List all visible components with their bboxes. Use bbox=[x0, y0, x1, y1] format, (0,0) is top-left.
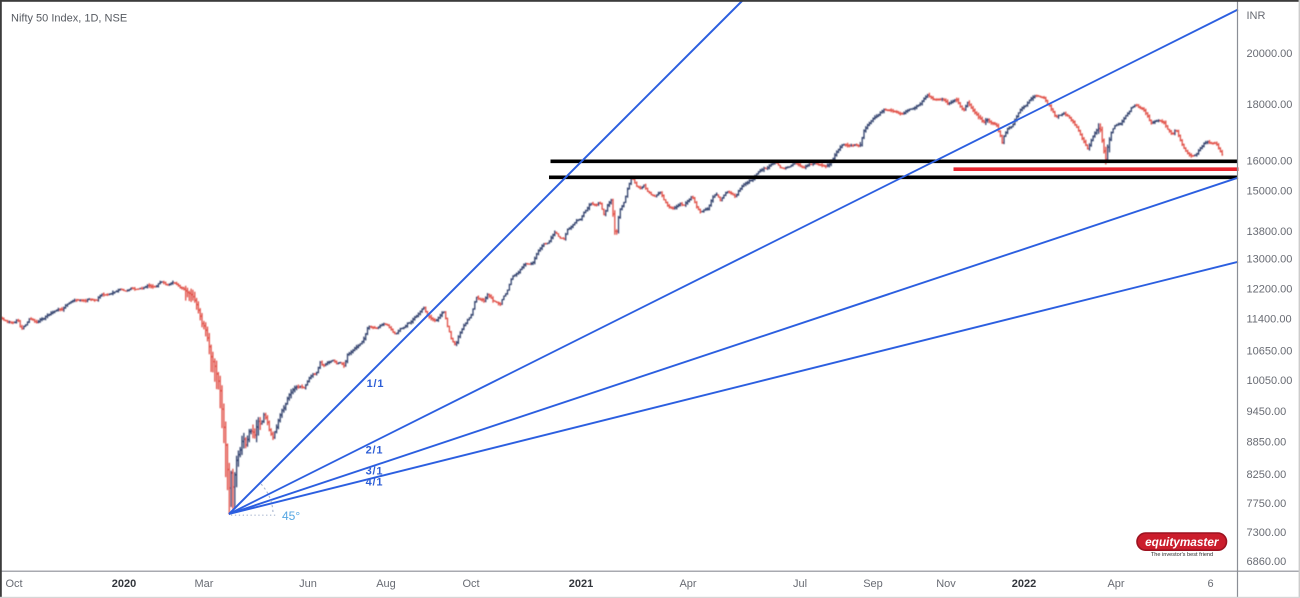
svg-text:equitymaster: equitymaster bbox=[1145, 535, 1220, 549]
svg-text:7750.00: 7750.00 bbox=[1247, 498, 1287, 510]
svg-text:Oct: Oct bbox=[462, 578, 479, 590]
svg-text:2022: 2022 bbox=[1012, 578, 1036, 590]
svg-text:2021: 2021 bbox=[569, 578, 593, 590]
svg-text:13000.00: 13000.00 bbox=[1247, 253, 1293, 265]
svg-text:16000.00: 16000.00 bbox=[1247, 155, 1293, 167]
svg-text:6860.00: 6860.00 bbox=[1247, 556, 1287, 568]
svg-text:45°: 45° bbox=[282, 509, 300, 523]
svg-text:4/1: 4/1 bbox=[366, 477, 384, 489]
svg-text:2/1: 2/1 bbox=[366, 445, 384, 457]
svg-text:Nov: Nov bbox=[936, 578, 956, 590]
svg-text:The investor's best friend: The investor's best friend bbox=[1151, 552, 1213, 558]
svg-text:1/1: 1/1 bbox=[367, 378, 385, 390]
svg-text:20000.00: 20000.00 bbox=[1247, 48, 1293, 60]
svg-text:Jun: Jun bbox=[299, 578, 317, 590]
svg-text:Apr: Apr bbox=[679, 578, 696, 590]
svg-text:3/1: 3/1 bbox=[366, 466, 384, 478]
svg-text:10650.00: 10650.00 bbox=[1247, 345, 1293, 357]
svg-text:11400.00: 11400.00 bbox=[1247, 313, 1292, 325]
svg-text:Mar: Mar bbox=[195, 578, 214, 590]
svg-text:8250.00: 8250.00 bbox=[1247, 469, 1287, 481]
svg-text:Apr: Apr bbox=[1107, 578, 1124, 590]
svg-text:Aug: Aug bbox=[376, 578, 396, 590]
svg-text:12200.00: 12200.00 bbox=[1247, 283, 1293, 295]
svg-text:Oct: Oct bbox=[5, 578, 22, 590]
svg-text:INR: INR bbox=[1247, 10, 1266, 22]
svg-text:13800.00: 13800.00 bbox=[1247, 226, 1293, 238]
svg-text:Nifty 50 Index, 1D, NSE: Nifty 50 Index, 1D, NSE bbox=[11, 13, 127, 25]
svg-text:9450.00: 9450.00 bbox=[1247, 406, 1287, 418]
svg-text:Sep: Sep bbox=[863, 578, 883, 590]
svg-text:7300.00: 7300.00 bbox=[1247, 527, 1287, 539]
svg-text:Jul: Jul bbox=[793, 578, 807, 590]
svg-text:10050.00: 10050.00 bbox=[1247, 375, 1293, 387]
svg-text:2020: 2020 bbox=[112, 578, 136, 590]
svg-text:18000.00: 18000.00 bbox=[1247, 99, 1293, 111]
svg-text:15000.00: 15000.00 bbox=[1247, 185, 1293, 197]
svg-text:6: 6 bbox=[1207, 578, 1213, 590]
svg-text:8850.00: 8850.00 bbox=[1247, 436, 1287, 448]
